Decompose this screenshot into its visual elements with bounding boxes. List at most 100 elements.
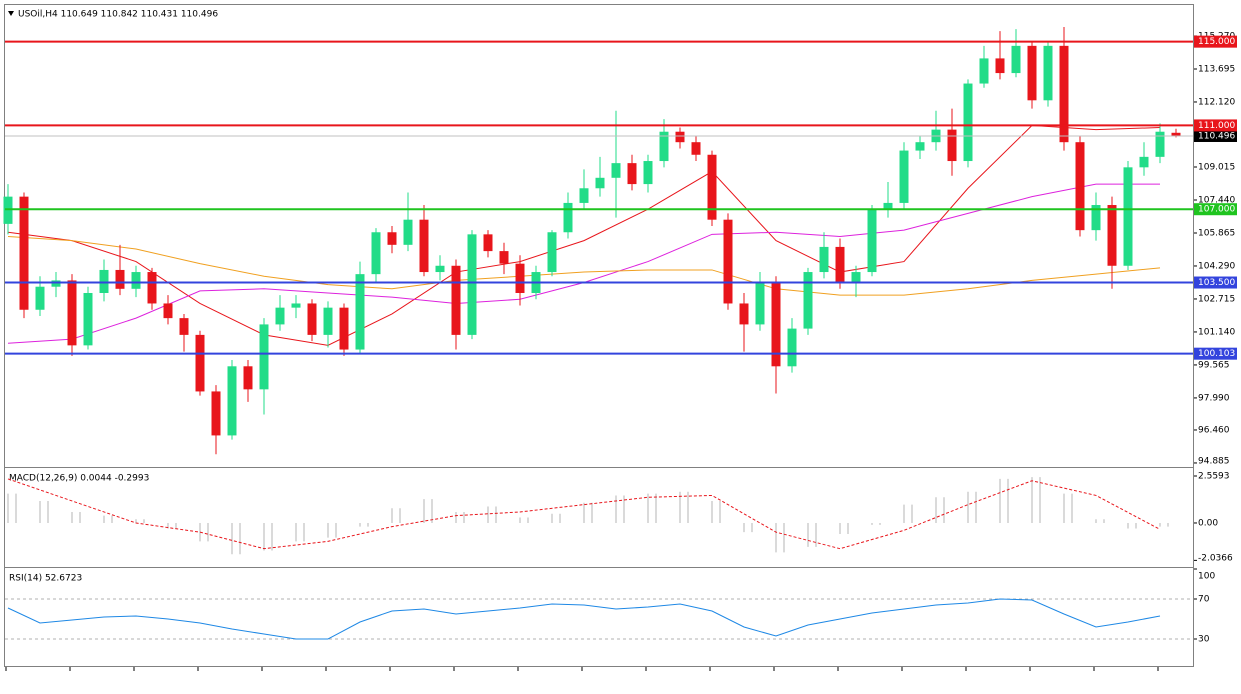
candle-body: [1139, 156, 1149, 168]
level-label: 103.500: [1198, 278, 1235, 288]
level-label: 107.000: [1198, 205, 1235, 215]
candle-body: [835, 246, 845, 283]
candle-body: [627, 163, 637, 185]
candle-body: [1059, 45, 1069, 143]
candle-body: [1123, 167, 1133, 266]
candle-body: [99, 269, 109, 293]
candle-body: [803, 272, 813, 329]
candle-body: [67, 280, 77, 346]
candle-body: [851, 272, 861, 283]
candle-body: [403, 219, 413, 245]
y-tick-label: 102.715: [1198, 294, 1235, 304]
y-tick-label: 94.885: [1198, 457, 1230, 467]
candle-body: [259, 324, 269, 390]
candle-body: [355, 274, 365, 350]
y-tick-label: 100: [1198, 572, 1215, 582]
chart-title: USOil,H4 110.649 110.842 110.431 110.496: [18, 10, 218, 20]
candle-body: [739, 303, 749, 325]
rsi-line: [7, 598, 1161, 640]
candle-body: [499, 251, 509, 264]
candle-body: [323, 307, 333, 335]
rsi-title: RSI(14) 52.6723: [9, 574, 82, 584]
y-tick-label: 30: [1198, 635, 1210, 645]
candle-body: [387, 232, 397, 245]
y-tick-label: 97.990: [1198, 393, 1230, 403]
candle-body: [1075, 142, 1085, 231]
candle-body: [1107, 205, 1117, 266]
candle-body: [211, 391, 221, 436]
candle-body: [659, 131, 669, 162]
y-tick-label: 99.565: [1198, 360, 1230, 370]
level-box: [1194, 347, 1237, 360]
level-box: [1194, 35, 1237, 48]
candle-body: [643, 161, 653, 185]
level-label: 115.000: [1198, 37, 1235, 47]
candle-body: [979, 58, 989, 84]
candle-body: [579, 188, 589, 203]
candle-body: [867, 209, 877, 273]
candle-body: [307, 303, 317, 335]
candle-body: [483, 234, 493, 252]
candle-body: [19, 196, 29, 310]
candle-body: [83, 292, 93, 346]
candle-body: [595, 177, 605, 189]
candle-body: [451, 265, 461, 335]
macd-title: MACD(12,26,9) 0.0044 -0.2993: [9, 474, 149, 484]
moving-average: [7, 124, 1161, 346]
candle-body: [227, 366, 237, 436]
candle-body: [35, 286, 45, 310]
frame: [4, 4, 1194, 667]
candle-body: [179, 318, 189, 335]
candle-body: [755, 282, 765, 325]
current-price-box: [1194, 129, 1237, 142]
candle-body: [1027, 45, 1037, 101]
candle-body: [115, 269, 125, 289]
candle-body: [515, 263, 525, 293]
candle-body: [435, 265, 445, 273]
candle-body: [51, 280, 61, 287]
level-box: [1194, 119, 1237, 132]
candle-body: [163, 303, 173, 319]
candle-body: [547, 232, 557, 273]
y-tick-label: 70: [1198, 595, 1210, 605]
level-label: 111.000: [1198, 121, 1235, 131]
candle-body: [963, 83, 973, 162]
candle-body: [467, 234, 477, 335]
y-tick-label: 104.290: [1198, 261, 1235, 271]
y-tick-label: 101.140: [1198, 327, 1235, 337]
candle-body: [1155, 131, 1165, 157]
candle-body: [1171, 132, 1181, 136]
level-box: [1194, 276, 1237, 289]
candle-body: [915, 142, 925, 151]
y-tick-label: 109.015: [1198, 163, 1235, 173]
dropdown-icon: [8, 11, 14, 16]
y-tick-label: 107.440: [1198, 195, 1235, 205]
y-tick-label: 112.120: [1198, 97, 1235, 107]
macd-signal: [7, 478, 1161, 550]
candle-body: [819, 246, 829, 273]
candle-body: [787, 328, 797, 367]
candle-body: [675, 131, 685, 143]
candle-body: [1091, 205, 1101, 231]
y-tick-label: -2.0366: [1198, 554, 1233, 564]
candle-body: [419, 219, 429, 273]
candle-body: [3, 196, 13, 224]
candle-body: [947, 129, 957, 162]
y-tick-label: 96.460: [1198, 425, 1230, 435]
y-tick-label: 105.865: [1198, 228, 1235, 238]
candle-body: [1043, 45, 1053, 101]
candle-body: [243, 366, 253, 390]
candle-body: [611, 163, 621, 178]
level-label: 100.103: [1198, 349, 1235, 359]
candle-body: [339, 307, 349, 350]
candle-body: [883, 202, 893, 210]
candle-body: [291, 303, 301, 308]
candle-body: [995, 58, 1005, 74]
current-price-label: 110.496: [1198, 131, 1235, 141]
moving-average: [7, 235, 1161, 296]
candle-body: [195, 334, 205, 392]
candle-body: [371, 232, 381, 275]
